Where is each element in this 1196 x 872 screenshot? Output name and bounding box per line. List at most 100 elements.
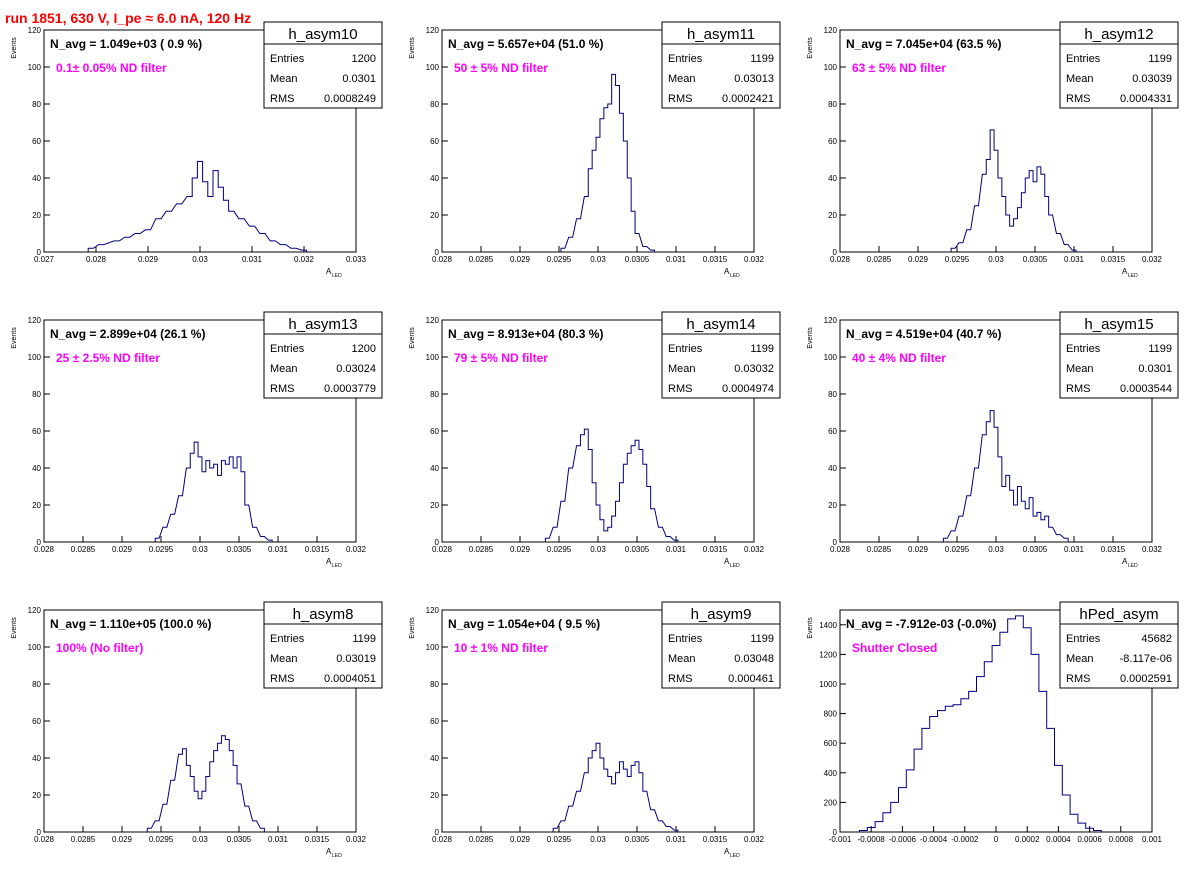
- stats-value-rms: 0.0003779: [324, 383, 376, 395]
- y-tick-label: 100: [824, 353, 838, 362]
- histogram-svg: 0 20 40 60 80 100 120 0.028 0.0285 0.029 0.0295 0.0…: [11, 601, 383, 859]
- x-tick-label: 0.0285: [469, 545, 494, 554]
- stats-label-mean: Mean: [270, 363, 298, 375]
- histogram-name: h_asym13: [288, 316, 357, 333]
- stats-box: h_asym9 Entries 1199 Mean 0.03048 RMS 0.000461: [661, 601, 781, 689]
- stats-box-frame: [1059, 601, 1179, 689]
- histogram-panel-h_asym8: 0 20 40 60 80 100 120 0.028 0.0285 0.029 0.0295 0.0…: [0, 580, 398, 870]
- y-tick-label: 20: [430, 791, 439, 800]
- x-tick-label: 0: [994, 835, 999, 844]
- y-tick-label: 80: [32, 680, 41, 689]
- y-tick-label: 80: [828, 100, 837, 109]
- x-tick-label: -0.0008: [858, 835, 886, 844]
- run-info-title: run 1851, 630 V, I_pe ≈ 6.0 nA, 120 Hz: [5, 10, 252, 26]
- stats-value-entries: 1200: [352, 53, 376, 65]
- y-tick-label: 60: [828, 137, 837, 146]
- filter-label: 25 ± 2.5% ND filter: [56, 351, 160, 365]
- stats-value-mean: 0.0301: [1138, 363, 1172, 375]
- x-tick-label: 0.029: [112, 545, 133, 554]
- x-tick-label: 0.0285: [867, 545, 892, 554]
- stats-label-mean: Mean: [668, 363, 696, 375]
- stats-label-rms: RMS: [1066, 383, 1090, 395]
- x-tick-label: 0.0285: [469, 835, 494, 844]
- x-tick-label: 0.032: [744, 255, 765, 264]
- y-tick-label: 60: [430, 137, 439, 146]
- y-tick-label: 60: [32, 137, 41, 146]
- stats-box: h_asym14 Entries 1199 Mean 0.03032 RMS 0.00049…: [661, 311, 781, 399]
- x-tick-label: 0.028: [432, 545, 453, 554]
- n-avg-label: N_avg = 5.657e+04 (51.0 %): [448, 37, 603, 51]
- y-tick-label: 0: [435, 828, 440, 837]
- stats-label-rms: RMS: [668, 93, 692, 105]
- x-tick-label: 0.032: [294, 255, 315, 264]
- x-axis-title: A: [326, 847, 332, 856]
- x-tick-label: 0.031: [268, 545, 289, 554]
- histogram-name: h_asym10: [288, 26, 357, 43]
- y-tick-label: 120: [426, 316, 440, 325]
- x-tick-label: 0.03: [590, 545, 606, 554]
- histogram-svg: 0 20 40 60 80 100 120 0.028 0.0285 0.029 0.0295 0.0…: [409, 21, 781, 279]
- y-axis-title: Events: [11, 37, 18, 59]
- y-tick-label: 100: [28, 643, 42, 652]
- histogram-line: [87, 160, 308, 252]
- x-tick-label: 0.031: [1064, 255, 1085, 264]
- stats-label-rms: RMS: [668, 673, 692, 685]
- stats-value-mean: -8.117e-06: [1120, 653, 1172, 665]
- y-tick-label: 40: [32, 174, 41, 183]
- histogram-name: h_asym12: [1084, 26, 1153, 43]
- x-tick-label: 0.03: [988, 545, 1004, 554]
- histogram-name: h_asym9: [691, 606, 752, 623]
- stats-box-frame: [1059, 21, 1179, 109]
- n-avg-label: N_avg = 1.054e+04 ( 9.5 %): [448, 617, 600, 631]
- x-tick-label: 0.032: [1142, 545, 1163, 554]
- x-axis-title: A: [724, 847, 730, 856]
- y-tick-label: 1000: [819, 680, 837, 689]
- stats-box: h_asym10 Entries 1200 Mean 0.0301 RMS 0.000824…: [263, 21, 383, 109]
- stats-label-mean: Mean: [1066, 73, 1094, 85]
- stats-value-mean: 0.03013: [734, 73, 774, 85]
- stats-label-rms: RMS: [668, 383, 692, 395]
- x-tick-label: 0.0295: [547, 545, 572, 554]
- histogram-line: [544, 428, 679, 542]
- y-tick-label: 120: [824, 316, 838, 325]
- x-axis-title: A: [326, 557, 332, 566]
- histogram-svg: 0 20 40 60 80 100 120 0.027 0.028 0.029 0.03 0.031 0…: [11, 21, 383, 279]
- x-tick-label: 0.027: [34, 255, 55, 264]
- y-tick-label: 120: [426, 26, 440, 35]
- y-tick-label: 60: [430, 717, 439, 726]
- y-tick-label: 0: [833, 248, 838, 257]
- y-tick-label: 400: [824, 769, 838, 778]
- y-tick-label: 0: [833, 828, 838, 837]
- n-avg-label: N_avg = 8.913e+04 (80.3 %): [448, 327, 603, 341]
- y-tick-label: 20: [828, 501, 837, 510]
- stats-box-frame: [263, 601, 383, 689]
- x-tick-label: 0.031: [1064, 545, 1085, 554]
- y-tick-label: 0: [435, 248, 440, 257]
- x-tick-label: 0.0315: [1101, 545, 1126, 554]
- stats-box: h_asym15 Entries 1199 Mean 0.0301 RMS 0.000354…: [1059, 311, 1179, 399]
- histogram-panel-h_asym13: 0 20 40 60 80 100 120 0.028 0.0285 0.029 0.0295 0.0…: [0, 290, 398, 580]
- x-axis-title: A: [1122, 557, 1128, 566]
- n-avg-label: N_avg = 4.519e+04 (40.7 %): [846, 327, 1001, 341]
- x-tick-label: 0.031: [666, 255, 687, 264]
- y-tick-label: 200: [824, 798, 838, 807]
- n-avg-label: N_avg = 2.899e+04 (26.1 %): [50, 327, 205, 341]
- y-tick-label: 120: [28, 316, 42, 325]
- x-axis-title-subscript: LED: [1128, 563, 1138, 569]
- y-tick-label: 80: [828, 390, 837, 399]
- x-tick-label: 0.0305: [625, 835, 650, 844]
- stats-value-entries: 1199: [750, 343, 774, 355]
- y-tick-label: 40: [430, 174, 439, 183]
- histogram-svg: 0 20 40 60 80 100 120 0.028 0.0285 0.029 0.0295 0.0…: [11, 311, 383, 569]
- filter-label: 0.1± 0.05% ND filter: [56, 61, 167, 75]
- stats-value-entries: 1199: [750, 633, 774, 645]
- x-tick-label: 0.0315: [703, 255, 728, 264]
- filter-label: 10 ± 1% ND filter: [454, 641, 548, 655]
- y-tick-label: 60: [32, 427, 41, 436]
- x-tick-label: 0.028: [34, 835, 55, 844]
- histogram-name: h_asym8: [293, 606, 354, 623]
- stats-value-rms: 0.0004331: [1120, 93, 1172, 105]
- y-tick-label: 120: [426, 606, 440, 615]
- filter-label: 100% (No filter): [56, 641, 143, 655]
